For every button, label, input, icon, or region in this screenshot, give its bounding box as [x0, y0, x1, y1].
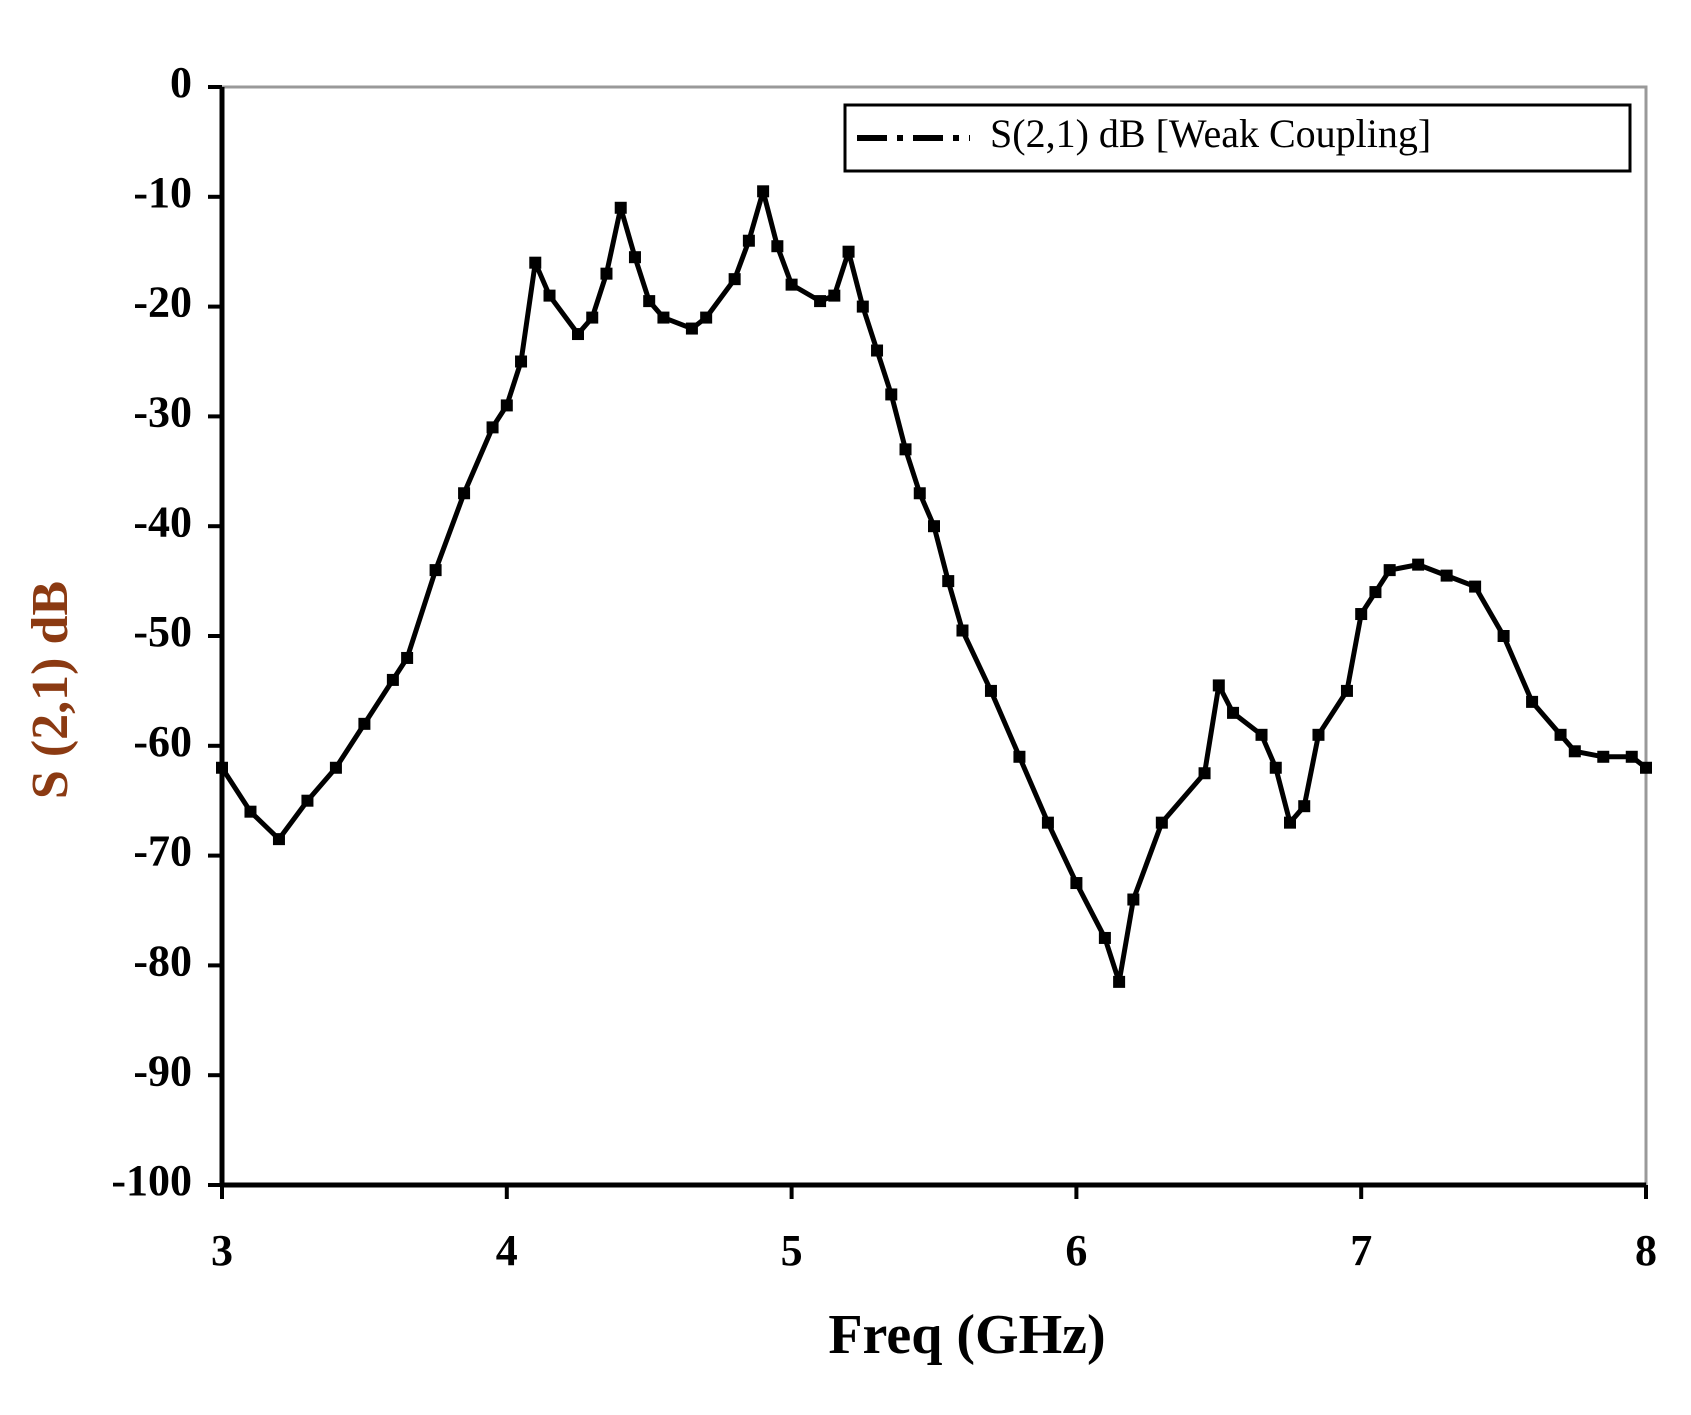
data-point — [1568, 745, 1581, 758]
data-point — [429, 564, 442, 577]
y-tick-label: -10 — [133, 168, 192, 217]
data-point — [785, 278, 798, 291]
x-tick-label: 4 — [496, 1226, 518, 1275]
data-point — [1070, 877, 1083, 890]
y-tick-label: 0 — [170, 58, 192, 107]
x-tick-label: 7 — [1350, 1226, 1372, 1275]
data-point — [956, 624, 969, 637]
data-point — [1355, 608, 1368, 621]
data-point — [1625, 750, 1638, 763]
data-point — [572, 328, 584, 341]
data-point — [984, 684, 997, 697]
data-point — [1440, 569, 1453, 582]
data-point — [1212, 679, 1225, 692]
data-line — [219, 188, 1648, 985]
data-point — [301, 794, 314, 807]
data-point — [628, 251, 641, 264]
data-point — [329, 761, 342, 774]
x-axis-title: Freq (GHz) — [828, 1304, 1105, 1366]
data-point — [1369, 586, 1382, 599]
data-point — [728, 273, 741, 286]
data-point — [742, 234, 755, 247]
data-point — [543, 289, 556, 302]
data-point — [1412, 558, 1425, 571]
data-point — [643, 295, 656, 308]
y-tick-label: -90 — [133, 1046, 192, 1095]
data-point — [1526, 695, 1539, 708]
data-point — [244, 805, 257, 818]
data-point — [586, 311, 599, 324]
data-point — [899, 443, 912, 456]
data-point — [358, 717, 371, 730]
plot-frame — [220, 85, 1648, 1187]
data-point — [1041, 816, 1054, 829]
data-point — [1198, 767, 1211, 780]
data-point — [386, 673, 399, 686]
data-point — [1255, 728, 1268, 741]
data-point — [1312, 728, 1325, 741]
data-point — [401, 651, 414, 664]
x-tick-label: 6 — [1065, 1226, 1087, 1275]
data-point — [1469, 580, 1482, 593]
data-point — [842, 245, 855, 258]
data-point — [1013, 750, 1026, 763]
data-point — [1554, 728, 1567, 741]
data-point — [1640, 761, 1652, 774]
data-point — [1340, 684, 1353, 697]
y-tick-label: -40 — [133, 497, 192, 546]
y-tick-label: -70 — [133, 827, 192, 876]
x-tick-label: 5 — [781, 1226, 803, 1275]
y-tick-label: -80 — [133, 936, 192, 985]
data-point — [1497, 630, 1510, 642]
data-point — [1113, 975, 1126, 988]
data-point — [757, 185, 770, 198]
data-point — [871, 344, 884, 357]
data-point — [1383, 564, 1396, 577]
legend-box — [843, 103, 1632, 173]
data-point — [1597, 750, 1610, 763]
data-point — [1269, 761, 1282, 774]
data-point — [828, 289, 841, 302]
data-point — [1284, 816, 1296, 829]
data-point — [685, 322, 698, 335]
y-tick-label: -30 — [133, 387, 192, 436]
data-point — [1227, 706, 1240, 719]
data-point — [515, 355, 528, 368]
x-tick-label: 3 — [211, 1226, 233, 1275]
data-point — [657, 311, 670, 324]
data-point — [486, 421, 499, 434]
y-tick-label: -100 — [111, 1156, 192, 1205]
data-point — [1155, 816, 1168, 829]
y-axis-title: S (2,1) dB — [22, 581, 79, 799]
data-point — [885, 388, 898, 401]
data-point — [272, 833, 285, 846]
data-point — [1298, 800, 1311, 813]
data-point — [216, 761, 228, 774]
data-point — [856, 300, 869, 313]
y-tick-label: -50 — [133, 607, 192, 656]
x-tick-label: 8 — [1635, 1226, 1657, 1275]
legend-label: S(2,1) dB [Weak Coupling] — [990, 111, 1431, 156]
data-point — [771, 240, 784, 253]
data-point — [913, 487, 926, 500]
data-point — [529, 256, 542, 269]
data-point — [700, 311, 713, 324]
data-point — [600, 267, 613, 280]
data-point — [500, 399, 513, 412]
data-point — [942, 575, 955, 588]
data-point — [928, 520, 940, 533]
data-point — [614, 201, 627, 214]
data-point — [814, 295, 827, 308]
data-point — [1127, 893, 1140, 906]
data-point — [458, 487, 471, 500]
y-tick-label: -20 — [133, 278, 192, 327]
y-tick-label: -60 — [133, 717, 192, 766]
data-point — [1098, 931, 1111, 944]
